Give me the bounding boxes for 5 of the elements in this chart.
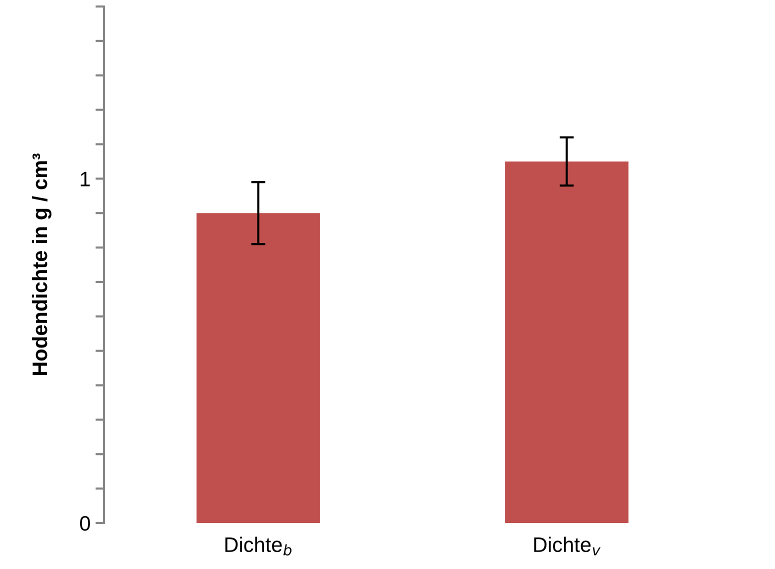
y-tick-label: 0 [80,516,90,531]
y-axis-title: Hodendichte in g / cm³ [32,153,52,376]
y-tick-label: 1 [80,172,90,186]
x-tick-label: Dichte$_{b}$ [225,536,292,556]
x-tick-label: Dichte$_{v}$ [534,536,601,556]
